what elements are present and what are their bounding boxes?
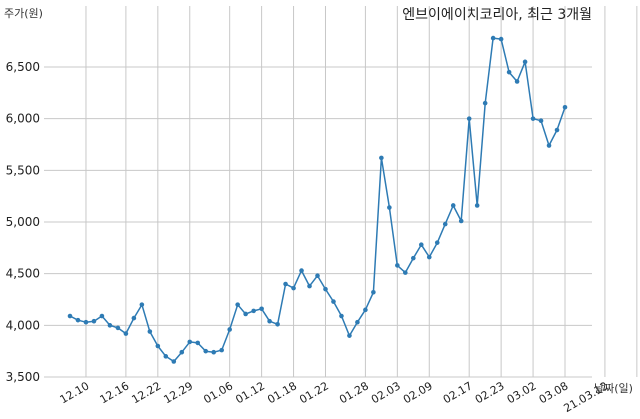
x-axis-label: 날짜(일) <box>594 381 633 395</box>
data-point <box>307 283 312 289</box>
data-point <box>163 354 169 359</box>
data-point <box>155 343 161 349</box>
data-point <box>458 218 464 224</box>
data-point <box>363 307 368 313</box>
data-point <box>139 302 145 307</box>
data-point <box>530 116 536 121</box>
data-point <box>347 333 352 338</box>
data-point <box>99 313 105 319</box>
data-point <box>171 359 177 364</box>
data-point <box>395 263 400 268</box>
data-point <box>259 306 264 312</box>
data-point <box>442 221 448 227</box>
data-point <box>339 313 344 319</box>
data-point <box>107 323 113 328</box>
data-point <box>179 349 185 355</box>
y-axis-label: 주가(원) <box>4 7 43 20</box>
data-point <box>251 308 256 314</box>
y-tick-label: 4,000 <box>6 318 40 332</box>
data-point <box>83 319 89 325</box>
data-point <box>490 35 496 41</box>
data-point <box>418 242 424 248</box>
data-point <box>387 205 392 210</box>
data-point <box>211 349 217 355</box>
y-tick-label: 5,500 <box>6 163 40 177</box>
data-point <box>203 348 209 354</box>
data-point <box>506 69 512 75</box>
data-point <box>498 36 504 42</box>
y-tick-label: 3,500 <box>6 370 40 384</box>
data-point <box>411 255 416 261</box>
data-point <box>450 203 456 208</box>
data-point <box>323 286 328 292</box>
data-point <box>355 319 360 325</box>
data-point <box>219 347 224 353</box>
data-point <box>331 299 336 304</box>
data-point <box>267 318 272 324</box>
data-point <box>235 302 240 307</box>
grid-lines <box>44 6 638 378</box>
data-point <box>291 285 296 291</box>
data-point <box>195 340 201 346</box>
data-point <box>403 270 408 275</box>
data-point <box>91 318 97 324</box>
data-point <box>67 313 73 319</box>
data-point <box>562 105 568 110</box>
data-point <box>371 289 376 295</box>
series-layer <box>67 35 568 364</box>
data-point <box>379 155 384 161</box>
data-point <box>554 127 560 133</box>
data-point <box>522 59 528 65</box>
y-tick-label: 4,500 <box>6 267 40 281</box>
y-axis-tick-labels: 3,500 4,000 4,500 5,000 5,500 6,000 6,500 <box>6 60 40 384</box>
data-point <box>187 339 193 345</box>
data-point <box>75 317 81 323</box>
data-point <box>227 327 232 332</box>
data-point <box>514 79 520 84</box>
chart-title: 엔브이에이치코리아, 최근 3개월 <box>402 7 592 23</box>
data-point <box>466 116 472 121</box>
data-point <box>315 273 320 279</box>
y-tick-label: 6,500 <box>6 60 40 74</box>
y-tick-label: 6,000 <box>6 112 40 126</box>
data-point <box>115 325 121 331</box>
data-point <box>275 322 280 327</box>
data-point <box>546 143 552 148</box>
y-tick-label: 5,000 <box>6 215 40 229</box>
data-point <box>123 331 129 336</box>
data-point <box>131 315 137 321</box>
data-point <box>474 203 480 208</box>
data-point <box>482 100 488 106</box>
data-point <box>434 240 440 245</box>
data-point <box>538 118 544 124</box>
data-point <box>243 311 248 317</box>
data-point <box>426 254 432 260</box>
data-point <box>299 268 304 273</box>
data-point <box>283 281 288 287</box>
data-point <box>147 329 153 334</box>
